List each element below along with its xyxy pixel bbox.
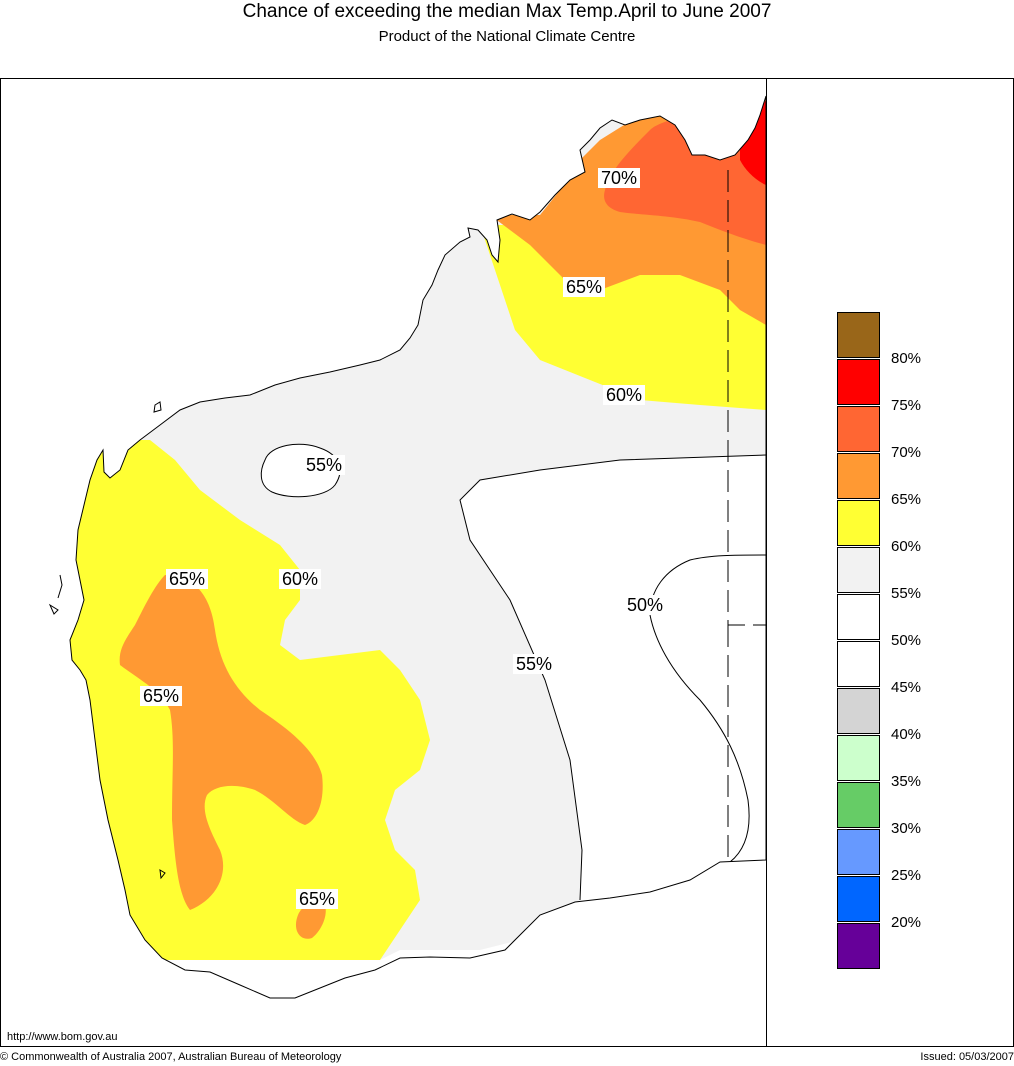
issued-date: Issued: 05/03/2007 [920, 1051, 1014, 1063]
map-title: Chance of exceeding the median Max Temp.… [242, 1, 772, 22]
legend-label: 40% [891, 726, 922, 743]
legend-swatch [837, 782, 880, 828]
map-subtitle: Product of the National Climate Centre [378, 28, 636, 45]
contour-label: 60% [279, 569, 322, 589]
island [48, 603, 59, 615]
legend-swatch [837, 829, 880, 875]
legend-swatch [837, 547, 880, 593]
contour-label: 50% [624, 595, 667, 615]
legend-label: 30% [891, 820, 922, 837]
legend-swatch [837, 735, 880, 781]
source-url: http://www.bom.gov.au [7, 1031, 118, 1043]
island [159, 869, 166, 880]
contour-label: 65% [166, 569, 209, 589]
legend-label: 35% [891, 773, 922, 790]
contour-label: 65% [140, 686, 183, 706]
legend-swatch [837, 500, 880, 546]
legend-swatch [837, 688, 880, 734]
legend-label: 55% [891, 585, 922, 602]
legend-swatch [837, 453, 880, 499]
legend-label: 45% [891, 679, 922, 696]
contour-label: 55% [303, 455, 346, 475]
island [153, 401, 162, 413]
contour-label: 60% [603, 385, 646, 405]
legend-swatch [837, 923, 880, 969]
contour-label: 65% [296, 889, 339, 909]
contour-label: 70% [598, 168, 641, 188]
legend-swatch [837, 594, 880, 640]
legend-label: 25% [891, 867, 922, 884]
legend-label: 80% [891, 350, 922, 367]
contour-fills [70, 96, 766, 998]
island [57, 574, 63, 599]
legend-label: 50% [891, 632, 922, 649]
legend-swatch [837, 359, 880, 405]
legend-label: 60% [891, 538, 922, 555]
legend-label: 65% [891, 491, 922, 508]
contour-label: 55% [513, 654, 556, 674]
contour-label: 65% [563, 277, 606, 297]
legend-swatch [837, 876, 880, 922]
legend-swatch [837, 312, 880, 358]
legend-swatch [837, 406, 880, 452]
copyright-notice: © Commonwealth of Australia 2007, Austra… [0, 1051, 342, 1063]
legend-swatch [837, 641, 880, 687]
legend-label: 75% [891, 397, 922, 414]
legend-label: 20% [891, 914, 922, 931]
legend-label: 70% [891, 444, 922, 461]
